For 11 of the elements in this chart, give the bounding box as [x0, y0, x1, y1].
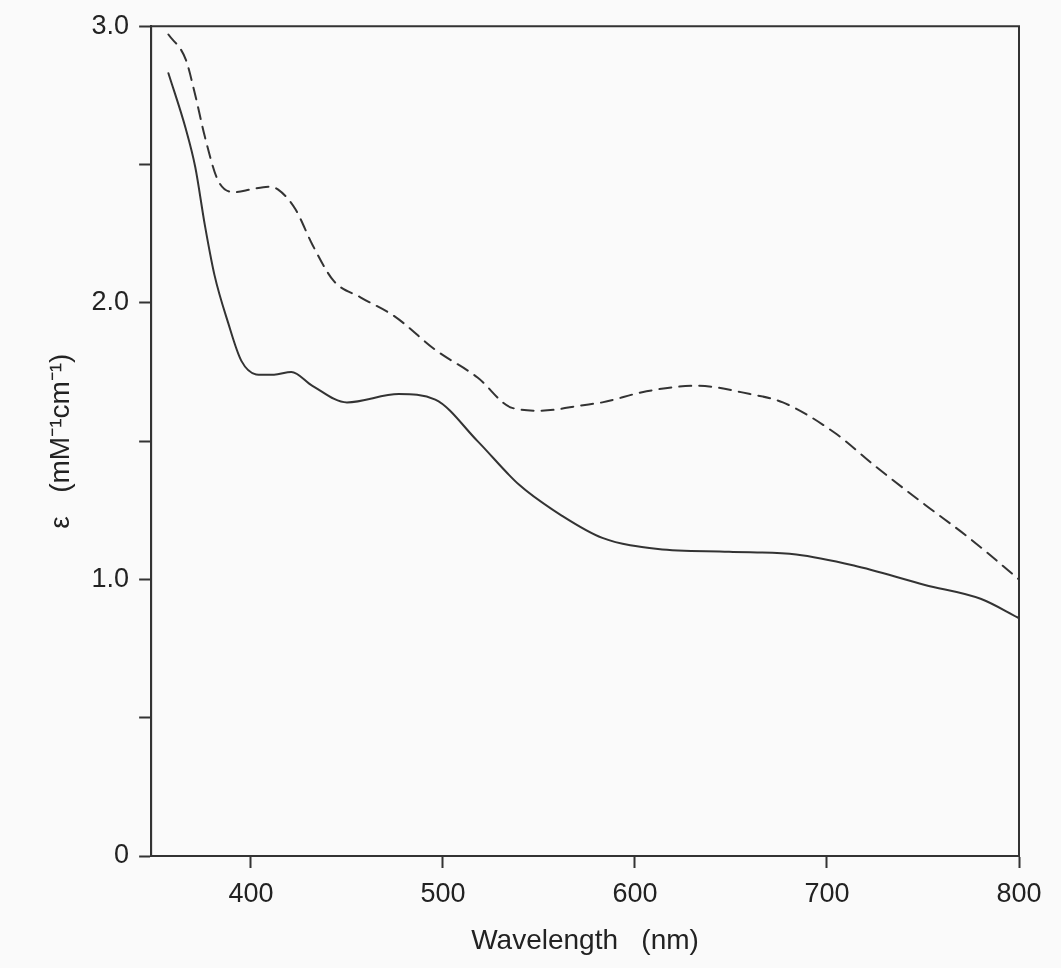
x-tick-label: 500	[420, 877, 466, 908]
x-tick-label: 700	[804, 877, 850, 908]
x-tick-label: 600	[612, 877, 658, 908]
y-tick-label: 3.0	[91, 9, 130, 40]
y-axis-title: ε (mM⁻¹cm⁻¹)	[43, 353, 75, 529]
y-tick-label: 1.0	[91, 562, 130, 593]
x-tick-label: 800	[996, 877, 1042, 908]
x-tick-label: 400	[228, 877, 274, 908]
x-axis-title: Wavelength (nm)	[471, 923, 699, 955]
y-tick-label: 0	[114, 839, 130, 870]
y-tick-label: 2.0	[91, 286, 130, 317]
